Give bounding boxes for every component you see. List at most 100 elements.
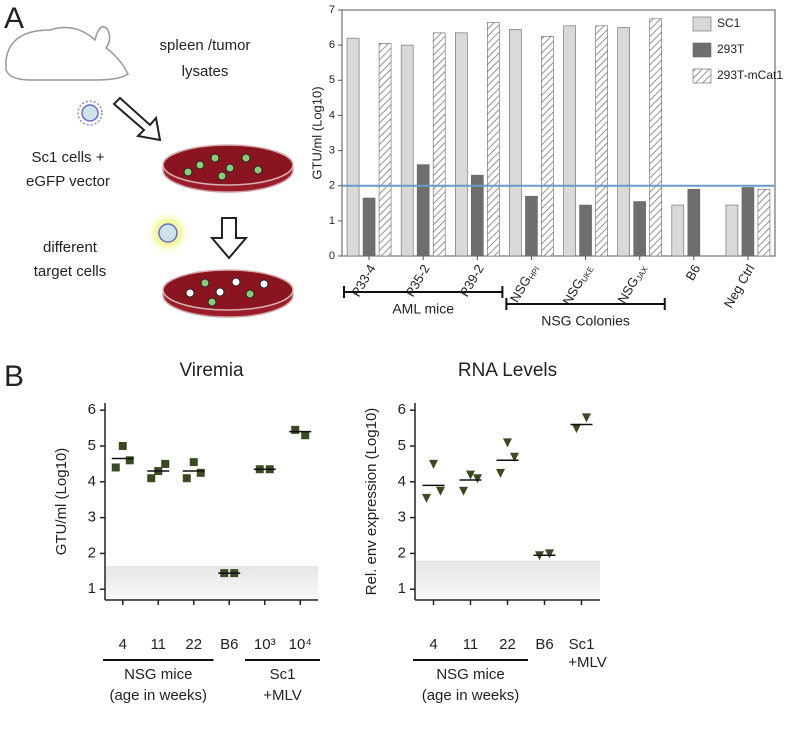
x-tick-label: 22 <box>499 636 516 653</box>
bar <box>432 32 446 257</box>
x-tick-label: 10³ <box>254 636 276 653</box>
y-tick-label: 5 <box>329 74 335 86</box>
bar <box>416 164 430 257</box>
bar <box>687 188 701 257</box>
group-label: (age in weeks) <box>422 687 520 704</box>
group-label: +MLV <box>568 654 607 671</box>
y-tick-label: 3 <box>88 509 96 526</box>
bar <box>541 36 554 257</box>
diagram-text: eGFP vector <box>26 173 110 190</box>
legend-swatch <box>692 16 712 32</box>
y-tick-label: 5 <box>88 437 96 454</box>
dish <box>162 269 294 311</box>
chart-title: Viremia <box>179 360 243 381</box>
arrow <box>112 96 162 142</box>
y-tick-label: 4 <box>329 109 335 121</box>
group-label: (age in weeks) <box>109 687 207 704</box>
x-tick-label: P33-4 <box>348 262 378 300</box>
data-point <box>147 474 156 483</box>
data-point <box>125 456 134 465</box>
bar <box>525 195 538 257</box>
data-point <box>436 486 445 496</box>
diagram-text: lysates <box>182 63 229 80</box>
legend-label: 293T-mCat1 <box>717 68 783 82</box>
plot-frame <box>341 9 776 257</box>
data-point <box>496 468 505 478</box>
bar <box>362 197 376 257</box>
y-tick-label: 2 <box>88 544 96 561</box>
panel-label: A <box>4 2 24 35</box>
legend-swatch <box>692 42 712 58</box>
virus <box>77 100 103 126</box>
data-point <box>572 424 581 434</box>
bar <box>455 32 468 257</box>
y-tick-label: 6 <box>398 401 406 418</box>
group-bracket <box>343 286 504 298</box>
group-label: NSG mice <box>124 666 192 683</box>
bar <box>725 204 739 257</box>
y-tick-label: 0 <box>329 250 335 262</box>
bar <box>487 21 500 257</box>
diagram-text: target cells <box>34 263 107 280</box>
detection-shade <box>415 560 600 600</box>
group-label: +MLV <box>263 687 302 704</box>
data-point <box>291 425 300 434</box>
bar <box>563 25 576 257</box>
group-label: AML mice <box>392 301 454 317</box>
y-tick-label: 3 <box>329 144 335 156</box>
data-point <box>111 463 120 472</box>
diagram-text: spleen /tumor <box>160 37 251 54</box>
data-point <box>582 413 591 423</box>
data-point <box>503 438 512 448</box>
bar <box>509 29 522 257</box>
data-point <box>459 486 468 496</box>
group-bracket <box>505 298 666 310</box>
y-tick-label: 4 <box>88 473 96 490</box>
x-tick-label: 11 <box>463 636 479 653</box>
data-point <box>189 458 198 467</box>
y-tick-label: 7 <box>329 4 335 16</box>
arrow <box>209 217 249 260</box>
group-label: NSG Colonies <box>541 313 630 329</box>
data-point <box>545 549 554 559</box>
y-axis-label: GTU/ml (Log10) <box>53 448 70 556</box>
diagram-text: Sc1 cells + <box>32 149 105 166</box>
bar <box>671 204 685 257</box>
x-tick-label: 4 <box>119 636 127 653</box>
x-tick-label: B6 <box>535 636 553 653</box>
y-tick-label: 2 <box>398 544 406 561</box>
bar <box>741 187 755 257</box>
y-tick-label: 1 <box>398 580 406 597</box>
x-tick-label: NSGJAX <box>615 261 650 307</box>
bar <box>757 188 771 257</box>
legend-label: 293T <box>717 42 745 56</box>
x-tick-label: 4 <box>429 636 437 653</box>
bar <box>579 204 592 257</box>
y-axis-label: Rel. env expression (Log10) <box>363 408 380 596</box>
virus <box>81 104 99 122</box>
y-tick-label: 1 <box>329 215 335 227</box>
data-point <box>422 493 431 503</box>
x-tick-label: P35-2 <box>402 262 432 300</box>
bar <box>633 201 646 257</box>
bar <box>378 43 392 257</box>
bar <box>649 18 662 257</box>
data-point <box>466 470 475 480</box>
x-tick-label: B6 <box>682 262 703 283</box>
legend-label: SC1 <box>717 16 741 30</box>
x-tick-label: 11 <box>150 636 166 653</box>
y-tick-label: 3 <box>398 509 406 526</box>
diagram-text: different <box>43 239 98 256</box>
x-tick-label: Neg Ctrl <box>721 262 758 311</box>
data-point <box>196 468 205 477</box>
mouse <box>5 25 129 81</box>
chart-title: RNA Levels <box>458 360 557 381</box>
data-point <box>161 459 170 468</box>
y-tick-label: 4 <box>398 473 406 490</box>
data-point <box>473 474 482 484</box>
detection-shade <box>105 565 318 600</box>
y-axis-label: GTU/ml (Log10) <box>309 86 324 179</box>
bar <box>617 27 630 257</box>
x-tick-label: Sc1 <box>569 636 595 653</box>
